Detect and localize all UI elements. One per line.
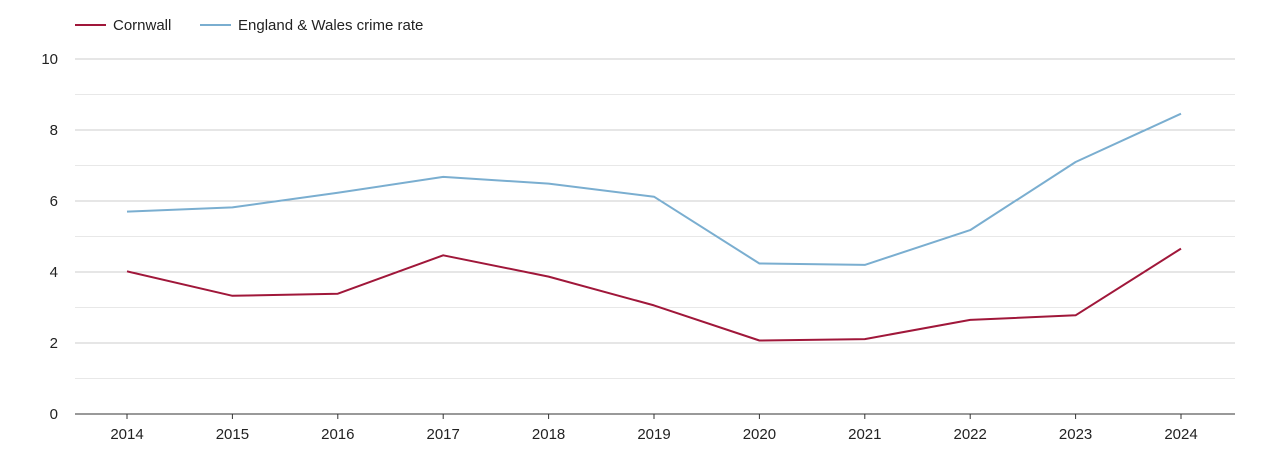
legend-label-cornwall: Cornwall <box>113 17 171 34</box>
x-tick-label: 2020 <box>743 426 776 443</box>
x-tick-label: 2022 <box>954 426 987 443</box>
y-tick-label: 4 <box>50 264 58 281</box>
y-tick-label: 6 <box>50 193 58 210</box>
series-line-england-wales-crime-rate <box>126 112 1182 266</box>
x-tick-label: 2021 <box>848 426 881 443</box>
y-tick-label: 2 <box>50 335 58 352</box>
x-tick-label: 2015 <box>216 426 249 443</box>
series-lines <box>126 112 1182 342</box>
x-tick-label: 2017 <box>427 426 460 443</box>
x-tick-label: 2023 <box>1059 426 1092 443</box>
gridlines <box>75 58 1235 379</box>
x-tick-label: 2019 <box>637 426 670 443</box>
legend-label-england-wales: England & Wales crime rate <box>238 17 423 34</box>
x-tick-label: 2014 <box>110 426 143 443</box>
y-tick-label: 8 <box>50 122 58 139</box>
x-tick-label: 2024 <box>1164 426 1197 443</box>
x-tick-label: 2018 <box>532 426 565 443</box>
legend: Cornwall England & Wales crime rate <box>75 17 423 34</box>
x-tick-label: 2016 <box>321 426 354 443</box>
y-axis: 0 2 4 6 8 10 <box>41 51 58 423</box>
y-tick-label: 10 <box>41 51 58 68</box>
x-axis: 2014 2015 2016 2017 2018 2019 2020 2021 2022 2023… <box>75 413 1235 443</box>
y-tick-label: 0 <box>50 406 58 423</box>
series-line-cornwall <box>126 247 1182 342</box>
